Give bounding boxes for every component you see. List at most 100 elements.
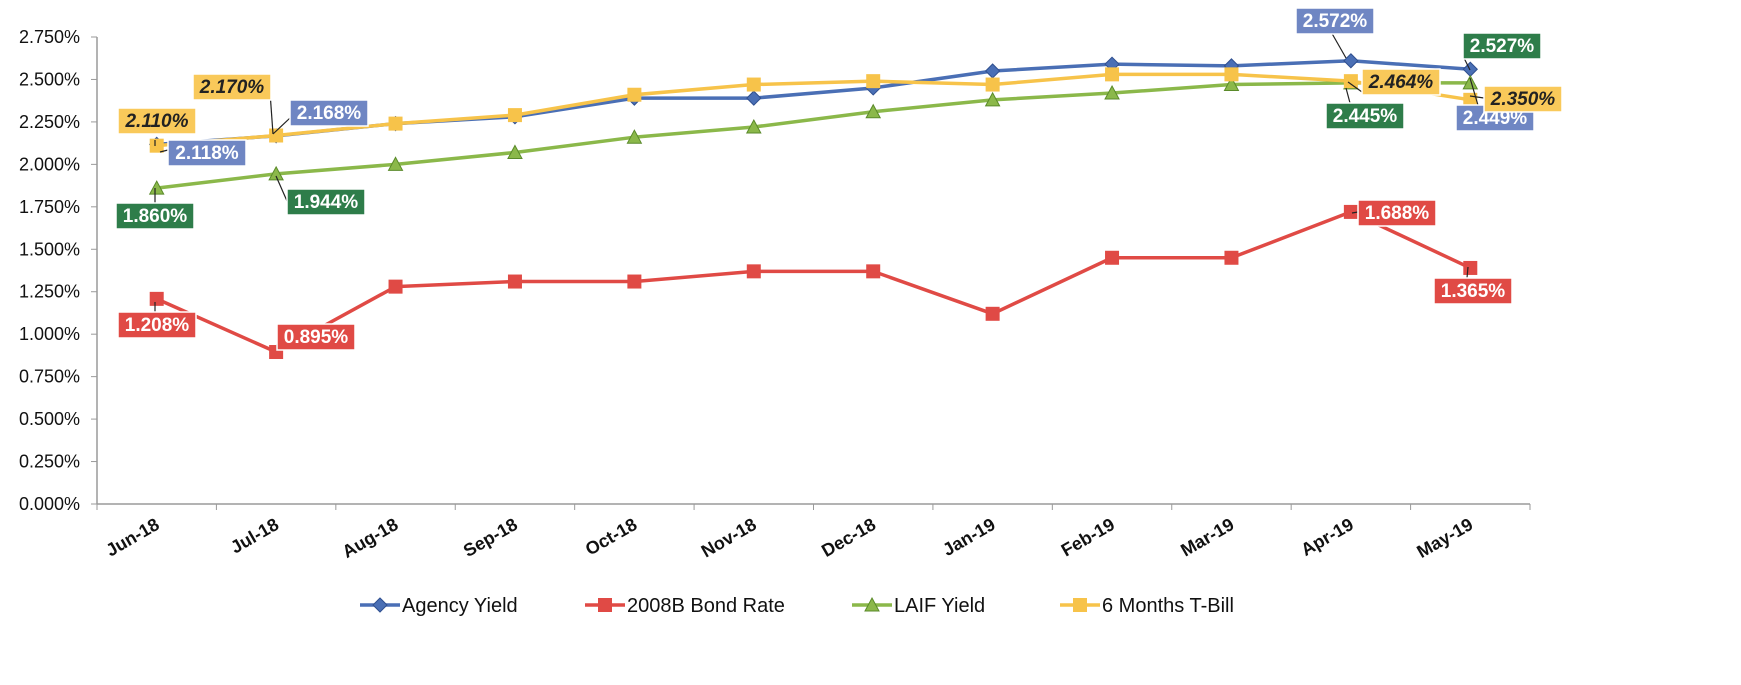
data-label-box bbox=[289, 99, 369, 127]
y-tick-label: 0.500% bbox=[19, 409, 80, 429]
y-tick-label: 0.750% bbox=[19, 367, 80, 387]
data-label: 1.688% bbox=[1365, 203, 1430, 224]
data-point bbox=[866, 74, 881, 89]
data-point bbox=[1223, 76, 1240, 92]
data-point bbox=[507, 144, 523, 159]
data-label: 2.118% bbox=[175, 143, 238, 164]
data-point bbox=[388, 116, 403, 131]
series-line bbox=[156, 72, 1471, 148]
y-tick-label: 2.000% bbox=[19, 154, 80, 174]
data-point bbox=[746, 90, 762, 106]
data-point bbox=[507, 274, 522, 289]
x-tick-label: Jun-18 bbox=[102, 514, 162, 560]
y-tick-label: 1.750% bbox=[19, 197, 80, 217]
data-point bbox=[1343, 53, 1359, 69]
data-point bbox=[746, 264, 761, 279]
x-tick-label: Nov-18 bbox=[698, 514, 760, 561]
data-label: 1.208% bbox=[125, 315, 190, 336]
data-point bbox=[985, 77, 1000, 92]
data-label: 2.110% bbox=[124, 111, 188, 132]
data-label: 1.365% bbox=[1441, 281, 1506, 302]
x-tick-label: Aug-18 bbox=[339, 514, 402, 562]
legend-label: 2008B Bond Rate bbox=[627, 595, 785, 617]
data-label-box bbox=[1361, 68, 1441, 96]
x-tick-label: May-19 bbox=[1413, 514, 1476, 562]
leader-line bbox=[159, 149, 169, 153]
leader-line bbox=[272, 117, 291, 135]
data-label: 2.572% bbox=[1303, 11, 1368, 32]
y-tick-label: 1.500% bbox=[19, 239, 80, 259]
legend-item: LAIF Yield bbox=[852, 595, 985, 617]
data-point bbox=[598, 598, 612, 612]
data-point bbox=[866, 264, 881, 279]
x-tick-label: Jul-18 bbox=[227, 514, 282, 557]
y-tick-label: 1.250% bbox=[19, 282, 80, 302]
data-label-box bbox=[276, 323, 356, 351]
data-point bbox=[1073, 598, 1087, 612]
data-point bbox=[268, 165, 284, 181]
data-point bbox=[148, 180, 165, 195]
x-tick-label: Mar-19 bbox=[1177, 514, 1237, 560]
data-label: 2.527% bbox=[1470, 36, 1535, 57]
data-label-box bbox=[1483, 85, 1563, 113]
data-label-box bbox=[115, 202, 195, 230]
x-tick-label: Jan-19 bbox=[939, 514, 998, 560]
data-point bbox=[985, 306, 1000, 321]
leader-line bbox=[1469, 95, 1485, 99]
data-point bbox=[1462, 74, 1479, 90]
data-labels: 2.118% 2.168% 2.572% 2.449% 1.208% 0.895% 1.68… bbox=[115, 7, 1563, 351]
series-2008b-bond-rate bbox=[149, 204, 1478, 360]
y-tick-label: 2.500% bbox=[19, 69, 80, 89]
y-tick-label: 2.250% bbox=[19, 112, 80, 132]
data-point bbox=[149, 291, 164, 306]
data-point bbox=[627, 87, 642, 102]
data-point bbox=[865, 103, 882, 119]
data-label-box bbox=[117, 311, 197, 339]
data-label: 2.168% bbox=[297, 103, 362, 124]
data-point bbox=[627, 274, 642, 289]
leader-line bbox=[1345, 87, 1351, 104]
data-label: 2.464% bbox=[1368, 72, 1434, 93]
data-label-box bbox=[1357, 199, 1437, 227]
data-label-box bbox=[1295, 7, 1375, 35]
data-point bbox=[388, 279, 403, 294]
leader-line bbox=[275, 175, 288, 202]
data-point bbox=[149, 138, 164, 153]
data-label-box bbox=[1433, 277, 1513, 305]
leader-line bbox=[1347, 81, 1363, 93]
data-label-box bbox=[1462, 32, 1542, 60]
legend-label: Agency Yield bbox=[402, 595, 518, 617]
data-label-box bbox=[167, 139, 247, 167]
data-point bbox=[1343, 204, 1358, 219]
data-point bbox=[1224, 67, 1239, 82]
axes: 0.000% 0.250% 0.500% 0.750% 1.000% 1.250% 1.50… bbox=[19, 27, 1531, 562]
data-point bbox=[1463, 260, 1478, 275]
leader-line bbox=[1351, 211, 1359, 214]
data-point bbox=[984, 91, 1001, 107]
legend-item: 6 Months T-Bill bbox=[1060, 595, 1234, 617]
data-label-box bbox=[117, 107, 197, 135]
x-tick-label: Oct-18 bbox=[582, 514, 641, 559]
data-label-box bbox=[286, 188, 366, 216]
x-tick-label: Apr-19 bbox=[1297, 514, 1356, 560]
data-label: 2.350% bbox=[1490, 89, 1556, 110]
data-point bbox=[626, 129, 643, 144]
x-tick-label: Dec-18 bbox=[818, 514, 879, 561]
data-point bbox=[746, 77, 761, 92]
legend-item: 2008B Bond Rate bbox=[585, 595, 785, 617]
data-point bbox=[1343, 74, 1358, 89]
legend-label: 6 Months T-Bill bbox=[1102, 595, 1234, 617]
data-point bbox=[864, 596, 880, 612]
data-label: 2.170% bbox=[199, 77, 265, 98]
series-layer bbox=[148, 53, 1479, 360]
data-label: 2.449% bbox=[1463, 108, 1528, 129]
y-tick-label: 0.000% bbox=[19, 494, 80, 514]
data-label-box bbox=[192, 73, 272, 101]
series-line bbox=[155, 210, 1472, 354]
data-point bbox=[745, 118, 762, 134]
y-tick-label: 1.000% bbox=[19, 324, 80, 344]
x-tick-label: Sep-18 bbox=[460, 514, 521, 561]
data-label: 1.860% bbox=[123, 206, 188, 227]
data-point bbox=[984, 63, 1001, 79]
